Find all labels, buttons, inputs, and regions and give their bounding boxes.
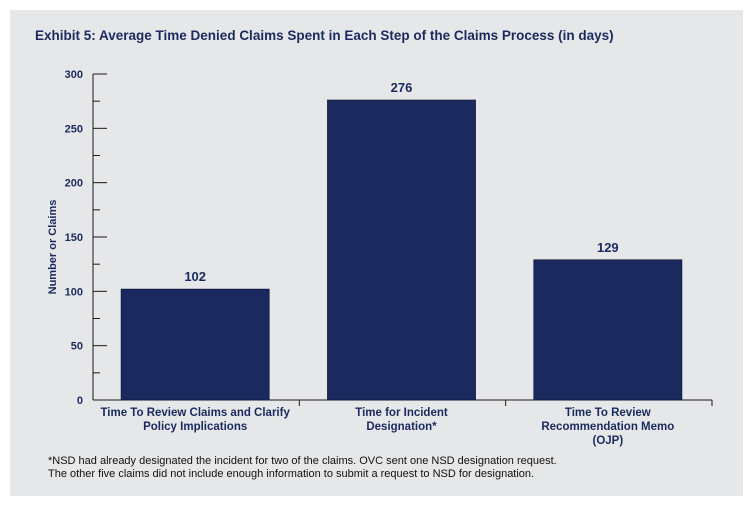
x-category-label: Time for Incident	[355, 407, 448, 419]
y-axis-label: Number or Claims	[47, 200, 59, 295]
y-tick-label: 50	[71, 341, 83, 353]
bar-value-label: 129	[597, 240, 619, 255]
x-category-label: Designation*	[366, 421, 437, 433]
x-category-label: Policy Implications	[143, 421, 247, 433]
bar	[120, 288, 270, 401]
x-category-label: Time To Review	[565, 407, 651, 419]
footnote-line-2: The other five claims did not include en…	[48, 468, 535, 480]
x-category-label: (OJP)	[592, 435, 623, 447]
bar-value-label: 102	[184, 269, 206, 284]
bar	[533, 259, 683, 401]
y-tick-label: 250	[65, 123, 83, 135]
bar	[327, 99, 476, 401]
footnote-line-1: *NSD had already designated the incident…	[48, 455, 557, 467]
bar-value-label: 276	[391, 80, 413, 95]
y-tick-label: 100	[65, 286, 83, 298]
y-tick-label: 150	[65, 232, 83, 244]
y-tick-label: 200	[65, 178, 83, 190]
chart-title: Exhibit 5: Average Time Denied Claims Sp…	[35, 28, 614, 43]
x-category-label: Recommendation Memo	[541, 421, 674, 433]
y-tick-label: 300	[65, 69, 83, 81]
x-category-label: Time To Review Claims and Clarify	[100, 407, 290, 419]
y-tick-label: 0	[77, 395, 83, 407]
